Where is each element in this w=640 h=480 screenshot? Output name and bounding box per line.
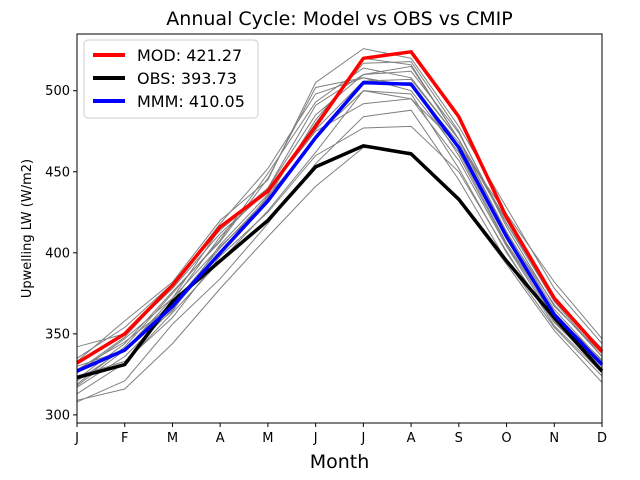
y-tick-label-300: 300 <box>45 408 70 423</box>
cmip-line-14 <box>76 90 603 387</box>
y-axis-label: Upwelling LW (W/m2) <box>20 159 35 298</box>
x-axis-label: Month <box>310 451 370 473</box>
x-tick-label-1: J <box>74 431 79 446</box>
legend-label-obs: OBS: 393.73 <box>137 69 237 88</box>
legend-label-mmm: MMM: 410.05 <box>137 92 245 111</box>
x-tick-label-5: M <box>262 431 273 446</box>
x-tick-label-7: J <box>360 431 365 446</box>
y-axis: 300 350 400 450 500 <box>45 84 77 423</box>
x-tick-label-10: O <box>501 431 511 446</box>
plot-frame <box>76 33 603 424</box>
x-tick-label-8: A <box>407 431 416 446</box>
legend-box <box>83 39 259 119</box>
x-tick-label-2: F <box>121 431 128 446</box>
x-tick-label-6: J <box>313 431 318 446</box>
cmip-line-7 <box>76 146 603 401</box>
series-line-mmm <box>76 80 604 373</box>
y-tick-label-500: 500 <box>45 84 70 99</box>
cmip-line-10 <box>76 67 603 385</box>
x-tick-label-12: D <box>597 431 607 446</box>
chart-title: Annual Cycle: Model vs OBS vs CMIP <box>166 8 512 30</box>
y-tick-label-450: 450 <box>45 165 70 180</box>
series-line-mod <box>76 50 604 365</box>
x-tick-label-4: A <box>216 431 225 446</box>
y-tick-label-400: 400 <box>45 246 70 261</box>
y-tick-label-350: 350 <box>45 327 70 342</box>
cmip-line-9 <box>76 77 603 380</box>
x-tick-label-9: S <box>455 431 463 446</box>
cmip-line-1 <box>76 48 603 362</box>
x-tick-label-11: N <box>549 431 559 446</box>
cmip-line-13 <box>76 98 603 348</box>
cmip-line-11 <box>76 125 603 377</box>
x-tick-label-3: M <box>167 431 178 446</box>
legend: MOD: 421.27 OBS: 393.73 MMM: 410.05 <box>83 39 259 119</box>
main-series-group <box>76 50 604 380</box>
legend-label-mod: MOD: 421.27 <box>137 46 242 65</box>
